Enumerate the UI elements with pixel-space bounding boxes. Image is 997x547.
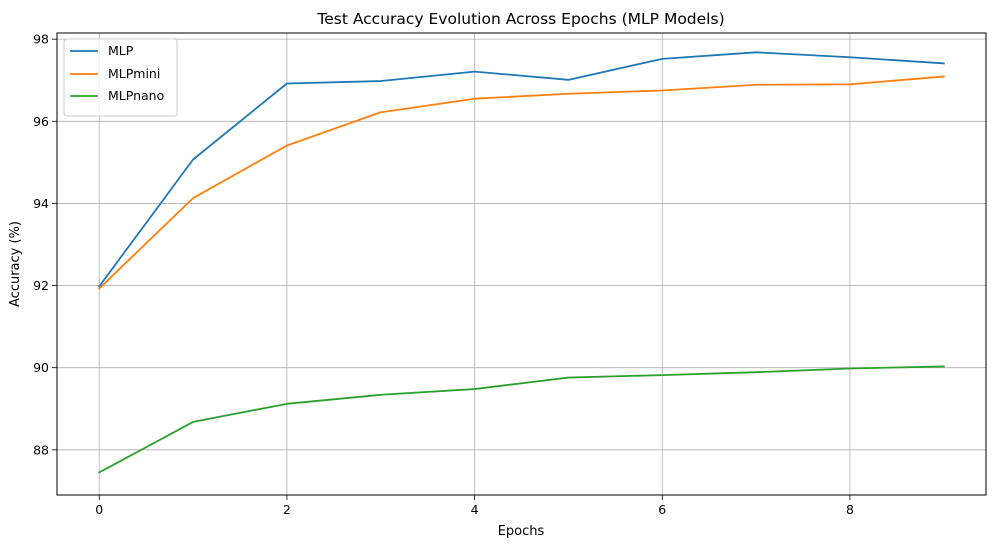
legend: MLP MLPmini MLPnano — [63, 38, 178, 117]
x-tick-label: 0 — [95, 502, 103, 517]
series-line-mlpnano — [98, 365, 945, 474]
axes-frame — [56, 32, 987, 496]
y-tick-label: 98 — [33, 32, 49, 47]
series-lines — [97, 51, 945, 474]
x-tick-label: 2 — [283, 502, 291, 517]
chart-title: Test Accuracy Evolution Across Epochs (M… — [316, 10, 724, 28]
legend-label-mlp: MLP — [108, 43, 134, 58]
legend-label-mlpmini: MLPmini — [108, 66, 160, 81]
legend-label-mlpnano: MLPnano — [108, 88, 164, 103]
series-line-mlpmini — [97, 75, 945, 290]
y-tick-label: 94 — [33, 196, 49, 211]
x-axis-label: Epochs — [498, 524, 545, 539]
legend-entry-mlp: MLP — [70, 43, 134, 58]
legend-entry-mlpnano: MLPnano — [70, 88, 164, 103]
x-tick-label: 6 — [658, 502, 666, 517]
x-tick-label: 8 — [846, 502, 854, 517]
series-line-mlp — [97, 51, 945, 288]
y-axis-ticks: 88 90 92 94 96 98 — [33, 32, 57, 457]
x-tick-label: 4 — [471, 502, 479, 517]
x-axis-ticks: 0 2 4 6 8 — [95, 495, 854, 517]
y-tick-label: 90 — [33, 360, 49, 375]
y-axis-label: Accuracy (%) — [8, 221, 23, 307]
y-tick-label: 92 — [33, 278, 49, 293]
y-tick-label: 88 — [33, 442, 49, 457]
grid-lines — [57, 33, 986, 495]
plot-background — [57, 33, 986, 495]
y-tick-label: 96 — [33, 114, 49, 129]
legend-entry-mlpmini: MLPmini — [70, 66, 160, 81]
